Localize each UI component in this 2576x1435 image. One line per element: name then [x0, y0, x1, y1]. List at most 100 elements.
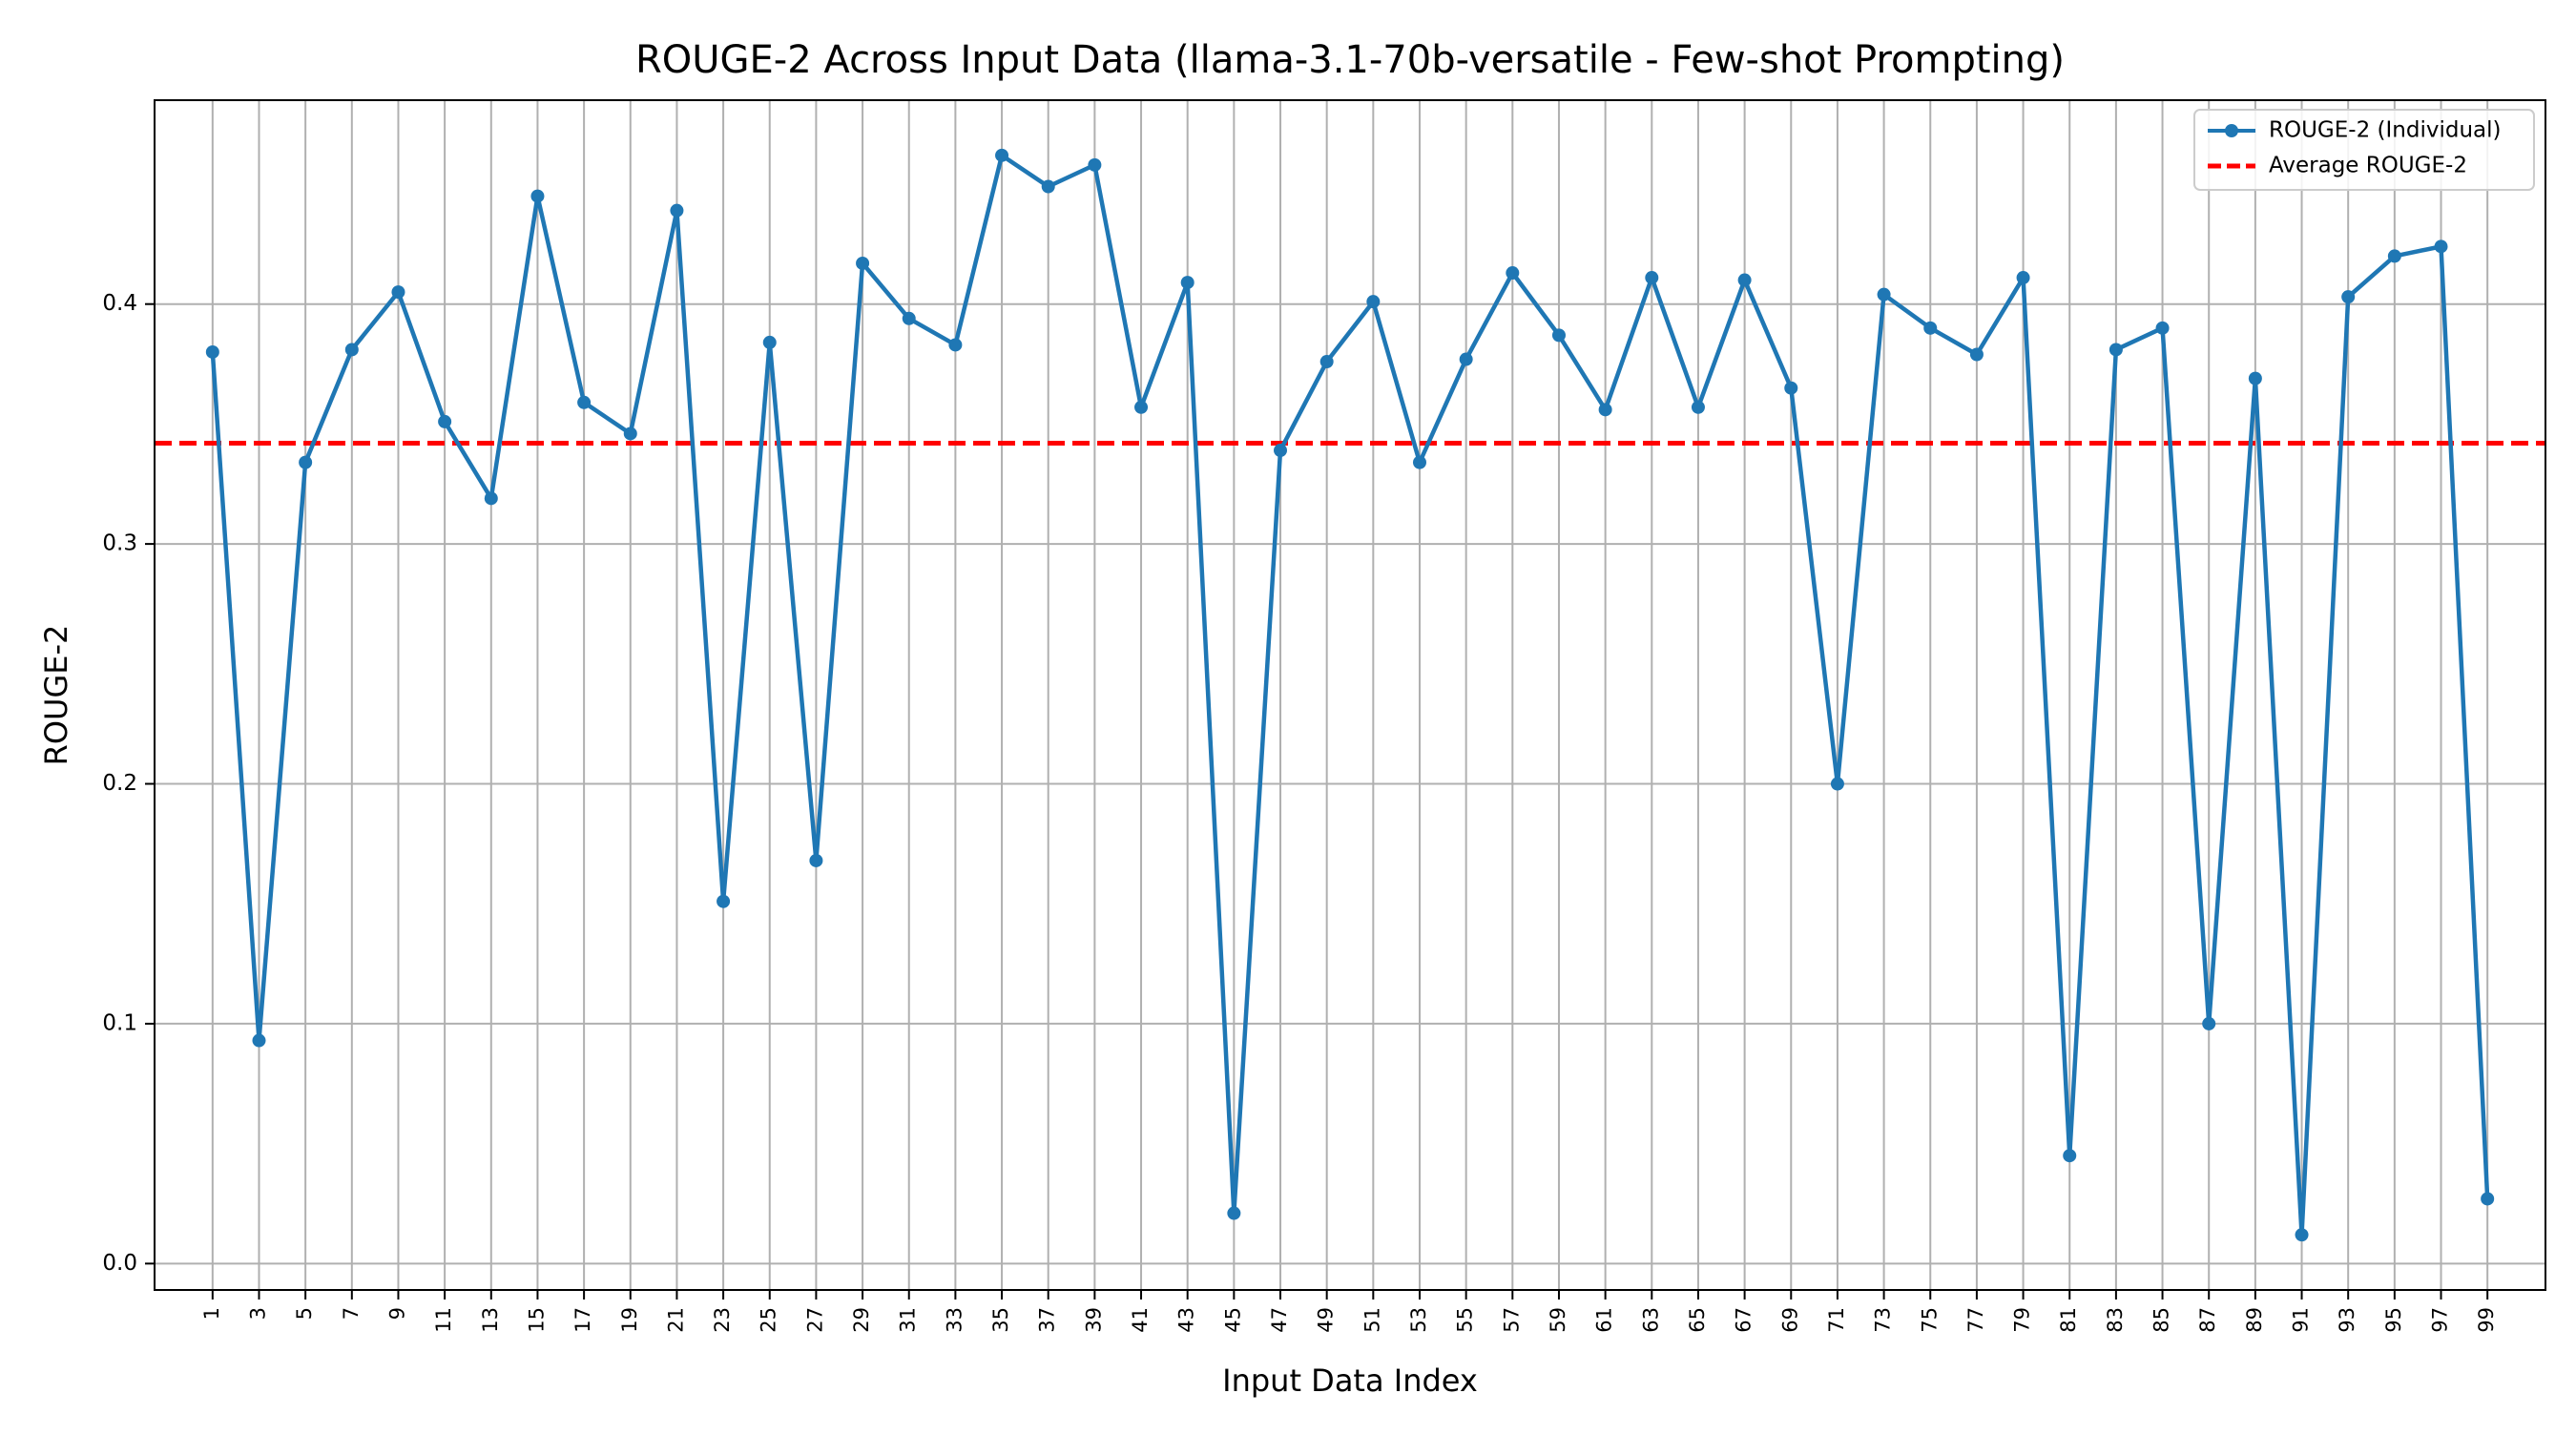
- x-tick-label: 29: [850, 1307, 873, 1333]
- data-point: [2248, 371, 2262, 385]
- x-tick-label: 83: [2104, 1307, 2127, 1333]
- data-point: [1877, 287, 1891, 302]
- y-tick-label: 0.4: [102, 291, 137, 316]
- x-tick-label: 79: [2011, 1307, 2034, 1333]
- series-layer: [205, 148, 2495, 1242]
- legend: ROUGE-2 (Individual) Average ROUGE-2: [2193, 109, 2535, 191]
- y-tick-label: 0.0: [102, 1251, 137, 1276]
- x-tick-label: 85: [2150, 1307, 2173, 1333]
- x-tick-label: 35: [989, 1307, 1012, 1333]
- legend-box: [2193, 109, 2535, 191]
- data-point: [1274, 444, 1288, 458]
- x-tick-label: 95: [2382, 1307, 2405, 1333]
- x-tick-label: 65: [1686, 1307, 1709, 1333]
- data-point: [856, 256, 870, 270]
- x-tick-label: 3: [246, 1307, 269, 1320]
- data-point: [484, 491, 498, 506]
- data-point: [2109, 343, 2123, 357]
- data-point: [1645, 271, 1659, 285]
- y-axis-label: ROUGE-2: [38, 625, 74, 766]
- x-tick-label: 49: [1315, 1307, 1338, 1333]
- data-point: [762, 335, 777, 349]
- x-tick-label: 73: [1872, 1307, 1895, 1333]
- data-point: [623, 426, 637, 441]
- x-tick-label: 43: [1175, 1307, 1198, 1333]
- x-tick-label: 67: [1733, 1307, 1755, 1333]
- x-tick-label: 97: [2429, 1307, 2452, 1333]
- x-tick-label: 15: [525, 1307, 548, 1333]
- data-point: [1784, 381, 1798, 395]
- data-point: [670, 203, 684, 218]
- x-tick-label: 77: [1964, 1307, 1987, 1333]
- data-point: [1969, 347, 1984, 362]
- data-point: [2155, 321, 2170, 335]
- data-point: [1180, 276, 1195, 290]
- x-tick-label: 81: [2057, 1307, 2080, 1333]
- x-tick-label: 1: [200, 1307, 223, 1320]
- data-point: [1459, 352, 1473, 366]
- x-tick-label: 75: [1918, 1307, 1941, 1333]
- x-tick-label: 61: [1593, 1307, 1616, 1333]
- data-point: [1737, 273, 1752, 287]
- data-point: [2387, 249, 2401, 263]
- x-tick-label: 57: [1500, 1307, 1523, 1333]
- x-tick-label: 53: [1407, 1307, 1430, 1333]
- data-point: [2202, 1016, 2216, 1030]
- x-tick-label: 91: [2290, 1307, 2313, 1333]
- data-point: [2016, 271, 2030, 285]
- data-point: [2295, 1228, 2309, 1242]
- x-tick-label: 37: [1036, 1307, 1059, 1333]
- chart-title: ROUGE-2 Across Input Data (llama-3.1-70b…: [635, 38, 2065, 82]
- x-axis-label: Input Data Index: [1222, 1362, 1478, 1399]
- data-point: [2434, 239, 2448, 254]
- x-tick-label: 9: [385, 1307, 408, 1320]
- x-tick-label: 21: [664, 1307, 687, 1333]
- data-point: [1227, 1206, 1241, 1220]
- y-tick-label: 0.1: [102, 1010, 137, 1035]
- x-tick-label: 93: [2336, 1307, 2358, 1333]
- data-point: [1598, 403, 1612, 417]
- data-point: [2063, 1149, 2077, 1163]
- x-tick-label: 87: [2196, 1307, 2219, 1333]
- x-tick-label: 89: [2243, 1307, 2266, 1333]
- data-point: [1041, 179, 1055, 194]
- data-point: [299, 455, 313, 469]
- x-tick-label: 25: [758, 1307, 780, 1333]
- x-tick-label: 13: [479, 1307, 502, 1333]
- data-point: [1830, 777, 1844, 791]
- x-tick-label: 63: [1639, 1307, 1662, 1333]
- data-point: [1412, 455, 1426, 469]
- x-tick-label: 31: [897, 1307, 920, 1333]
- legend-label-individual: ROUGE-2 (Individual): [2269, 118, 2501, 143]
- x-tick-label: 11: [432, 1307, 455, 1333]
- x-tick-label: 99: [2475, 1307, 2498, 1333]
- data-point: [1551, 328, 1566, 343]
- data-point: [1134, 400, 1149, 414]
- x-tick-label: 39: [1082, 1307, 1105, 1333]
- data-point: [995, 148, 1009, 162]
- data-point: [809, 853, 823, 867]
- series-line-individual: [210, 153, 2490, 1237]
- grid-lines: [155, 100, 2545, 1290]
- x-tick-label: 55: [1454, 1307, 1477, 1333]
- x-tick-label: 45: [1221, 1307, 1244, 1333]
- data-point: [1691, 400, 1705, 414]
- y-tick-label: 0.3: [102, 531, 137, 556]
- x-tick-label: 19: [618, 1307, 641, 1333]
- x-tick-label: 69: [1778, 1307, 1801, 1333]
- legend-marker-individual: [2225, 124, 2238, 137]
- data-point: [1088, 157, 1102, 172]
- data-point: [577, 395, 592, 409]
- x-tick-label: 41: [1129, 1307, 1152, 1333]
- x-tick-label: 59: [1547, 1307, 1569, 1333]
- data-point: [530, 189, 545, 203]
- x-tick-label: 51: [1361, 1307, 1383, 1333]
- x-tick-label: 5: [293, 1307, 316, 1320]
- data-point: [391, 285, 405, 300]
- data-point: [1319, 355, 1334, 369]
- x-tick-label: 7: [340, 1307, 363, 1320]
- data-point: [344, 343, 359, 357]
- data-point: [1923, 321, 1938, 335]
